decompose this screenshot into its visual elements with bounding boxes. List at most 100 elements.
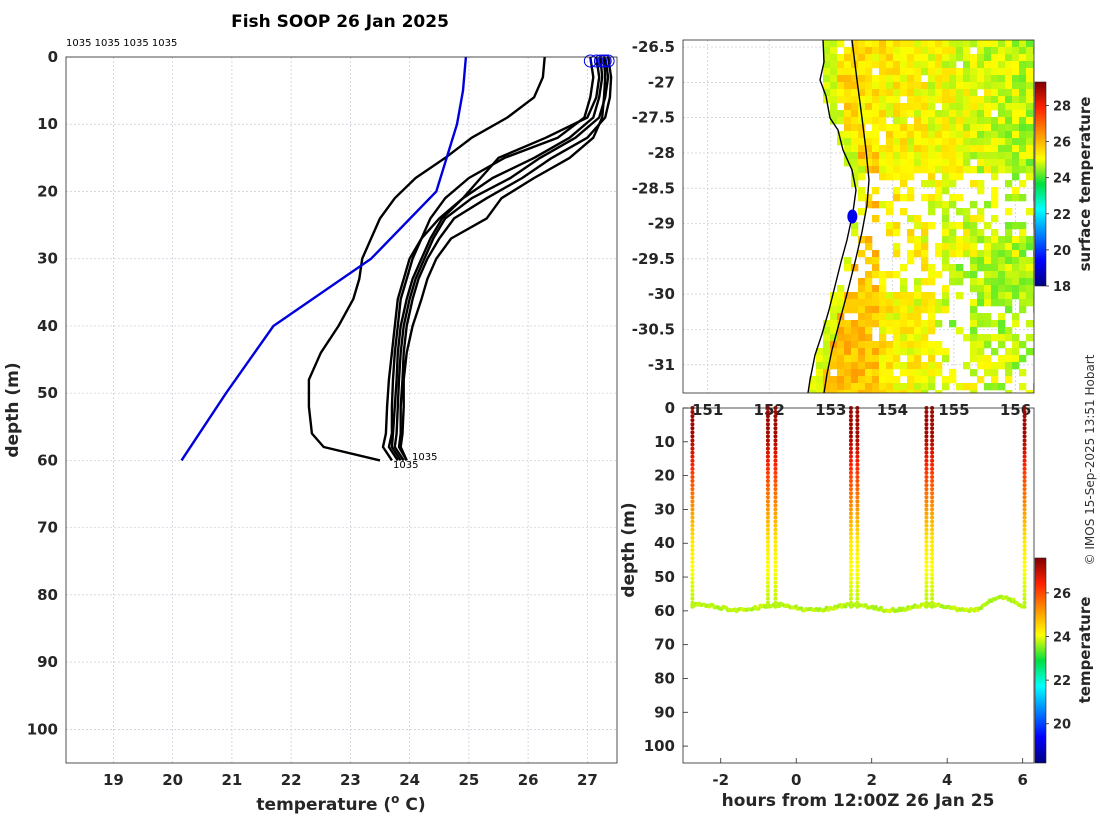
sst-cell (949, 173, 957, 181)
section-point (690, 458, 695, 463)
sst-cell (984, 236, 992, 244)
sst-cell (991, 138, 999, 146)
section-point (855, 580, 860, 585)
profile-x-tick: 27 (577, 771, 598, 789)
sst-cell (837, 40, 845, 48)
sst-cell (879, 313, 887, 321)
sst-cell (942, 82, 950, 90)
sst-cell (893, 131, 901, 139)
sst-cell (935, 180, 943, 188)
sst-cell (907, 40, 915, 48)
sst-cell (851, 376, 859, 384)
sst-cell (1026, 110, 1034, 118)
section-point (1022, 442, 1027, 447)
sst-cell (984, 124, 992, 132)
sst-cell (928, 40, 936, 48)
sst-cell (942, 306, 950, 314)
sst-cell (963, 383, 971, 391)
sst-cell (858, 250, 866, 258)
sst-cell (900, 89, 908, 97)
section-point (773, 564, 778, 569)
section-point (1022, 434, 1027, 439)
sst-cell (907, 103, 915, 111)
sst-cell (1033, 243, 1034, 251)
section-point (848, 438, 853, 443)
sst-cell (1033, 47, 1034, 55)
sst-cell (865, 390, 873, 393)
sst-cell (900, 82, 908, 90)
sst-cell (1019, 47, 1027, 55)
sst-cell (935, 159, 943, 167)
sst-cell (963, 229, 971, 237)
sst-cell (1033, 194, 1034, 202)
section-point (930, 503, 935, 508)
section-point (690, 564, 695, 569)
sst-cell (837, 376, 845, 384)
sst-cell (1033, 250, 1034, 258)
sst-cell (893, 348, 901, 356)
section-point (848, 584, 853, 589)
section-point (924, 527, 929, 532)
map-y-tick: -26.5 (632, 38, 675, 56)
sst-cell (830, 320, 838, 328)
sst-cell (914, 222, 922, 230)
section-y-tick: 80 (654, 669, 675, 687)
sst-cell (977, 47, 985, 55)
sst-cell (1005, 131, 1013, 139)
sst-cell (816, 369, 824, 377)
section-point (690, 434, 695, 439)
sst-cell (921, 82, 929, 90)
sst-cell (949, 166, 957, 174)
sst-cell (914, 362, 922, 370)
section-point (930, 499, 935, 504)
sst-cell (858, 138, 866, 146)
sst-cell (858, 376, 866, 384)
section-point (1022, 454, 1027, 459)
sst-cell (970, 89, 978, 97)
sst-cell (935, 124, 943, 132)
sst-cell (837, 306, 845, 314)
sst-cell (942, 376, 950, 384)
section-point (855, 462, 860, 467)
section-point (930, 552, 935, 557)
sst-cell (900, 320, 908, 328)
sst-cell (886, 341, 894, 349)
sst-cell (907, 82, 915, 90)
sst-cell (865, 341, 873, 349)
sst-cell (1012, 61, 1020, 69)
sst-cell (914, 278, 922, 286)
sst-cell (865, 68, 873, 76)
profile-x-tick: 22 (281, 771, 302, 789)
sst-cell (914, 285, 922, 293)
sst-cell (949, 75, 957, 83)
sst-colorbar-tick: 22 (1053, 208, 1071, 223)
profile-x-tick: 25 (458, 771, 479, 789)
sst-cell (991, 334, 999, 342)
sst-cell (949, 96, 957, 104)
sst-cell (851, 68, 859, 76)
section-point (765, 527, 770, 532)
sst-cell (865, 47, 873, 55)
section-point (848, 604, 853, 609)
sst-cell (1012, 194, 1020, 202)
section-point (1022, 584, 1027, 589)
sst-cell (1019, 180, 1027, 188)
sst-cell (865, 257, 873, 265)
sst-cell (914, 383, 922, 391)
sst-cell (872, 166, 880, 174)
section-point (1022, 531, 1027, 536)
sst-cell (1019, 250, 1027, 258)
sst-cell (879, 152, 887, 160)
section-point (848, 543, 853, 548)
sst-cell (858, 103, 866, 111)
sst-cell (942, 264, 950, 272)
sst-cell (1019, 229, 1027, 237)
sst-cell (970, 166, 978, 174)
sst-cell (928, 166, 936, 174)
sst-cell (935, 117, 943, 125)
sst-cell (872, 369, 880, 377)
section-point (690, 580, 695, 585)
sst-cell (928, 180, 936, 188)
sst-cell (935, 306, 943, 314)
sst-cell (865, 313, 873, 321)
